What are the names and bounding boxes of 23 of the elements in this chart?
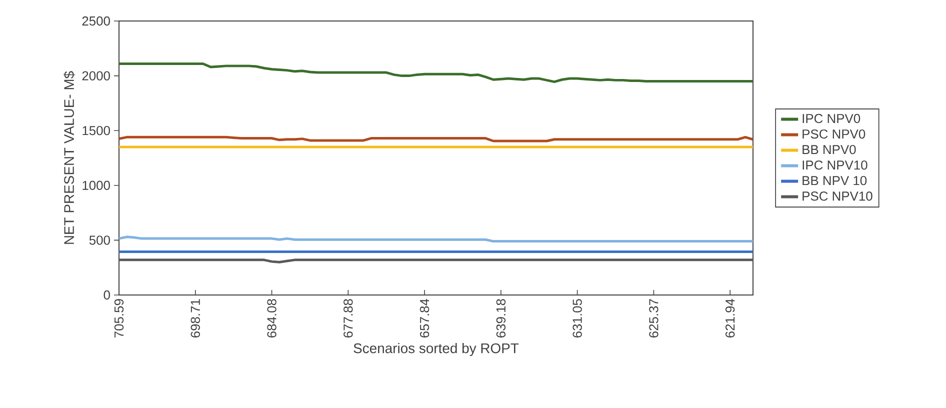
x-tick-label: 684.08 — [267, 299, 276, 338]
legend-label: PSC NPV10 — [802, 192, 872, 201]
x-tick-label: 657.84 — [420, 298, 430, 338]
x-tick-label: 631.05 — [572, 299, 582, 338]
y-tick-label: 2500 — [82, 16, 110, 26]
legend-label: PSC NPV0 — [802, 129, 866, 139]
x-tick-label: 621.94 — [725, 298, 735, 338]
y-tick-label: 0 — [104, 290, 110, 300]
y-tick-label: 2000 — [82, 71, 110, 80]
y-tick-label: 1000 — [82, 180, 110, 190]
legend-label: BB NPV 10 — [802, 176, 867, 186]
legend-label: IPC NPV10 — [802, 160, 868, 170]
y-tick-label: 500 — [89, 236, 110, 245]
legend-label: IPC NPV0 — [802, 114, 860, 124]
x-tick-label: 698.71 — [190, 299, 200, 338]
x-axis-title: Scenarios sorted by ROPT — [354, 342, 519, 356]
y-tick-label: 1500 — [82, 126, 110, 136]
x-tick-label: 677.88 — [344, 299, 353, 338]
x-tick-label: 625.37 — [649, 299, 658, 338]
y-axis-title: NET PRESENT VALUE- M$ — [64, 71, 75, 244]
x-tick-label: 639.18 — [496, 299, 506, 338]
legend-label: BB NPV0 — [802, 144, 856, 154]
x-tick-label: 705.59 — [114, 299, 124, 338]
